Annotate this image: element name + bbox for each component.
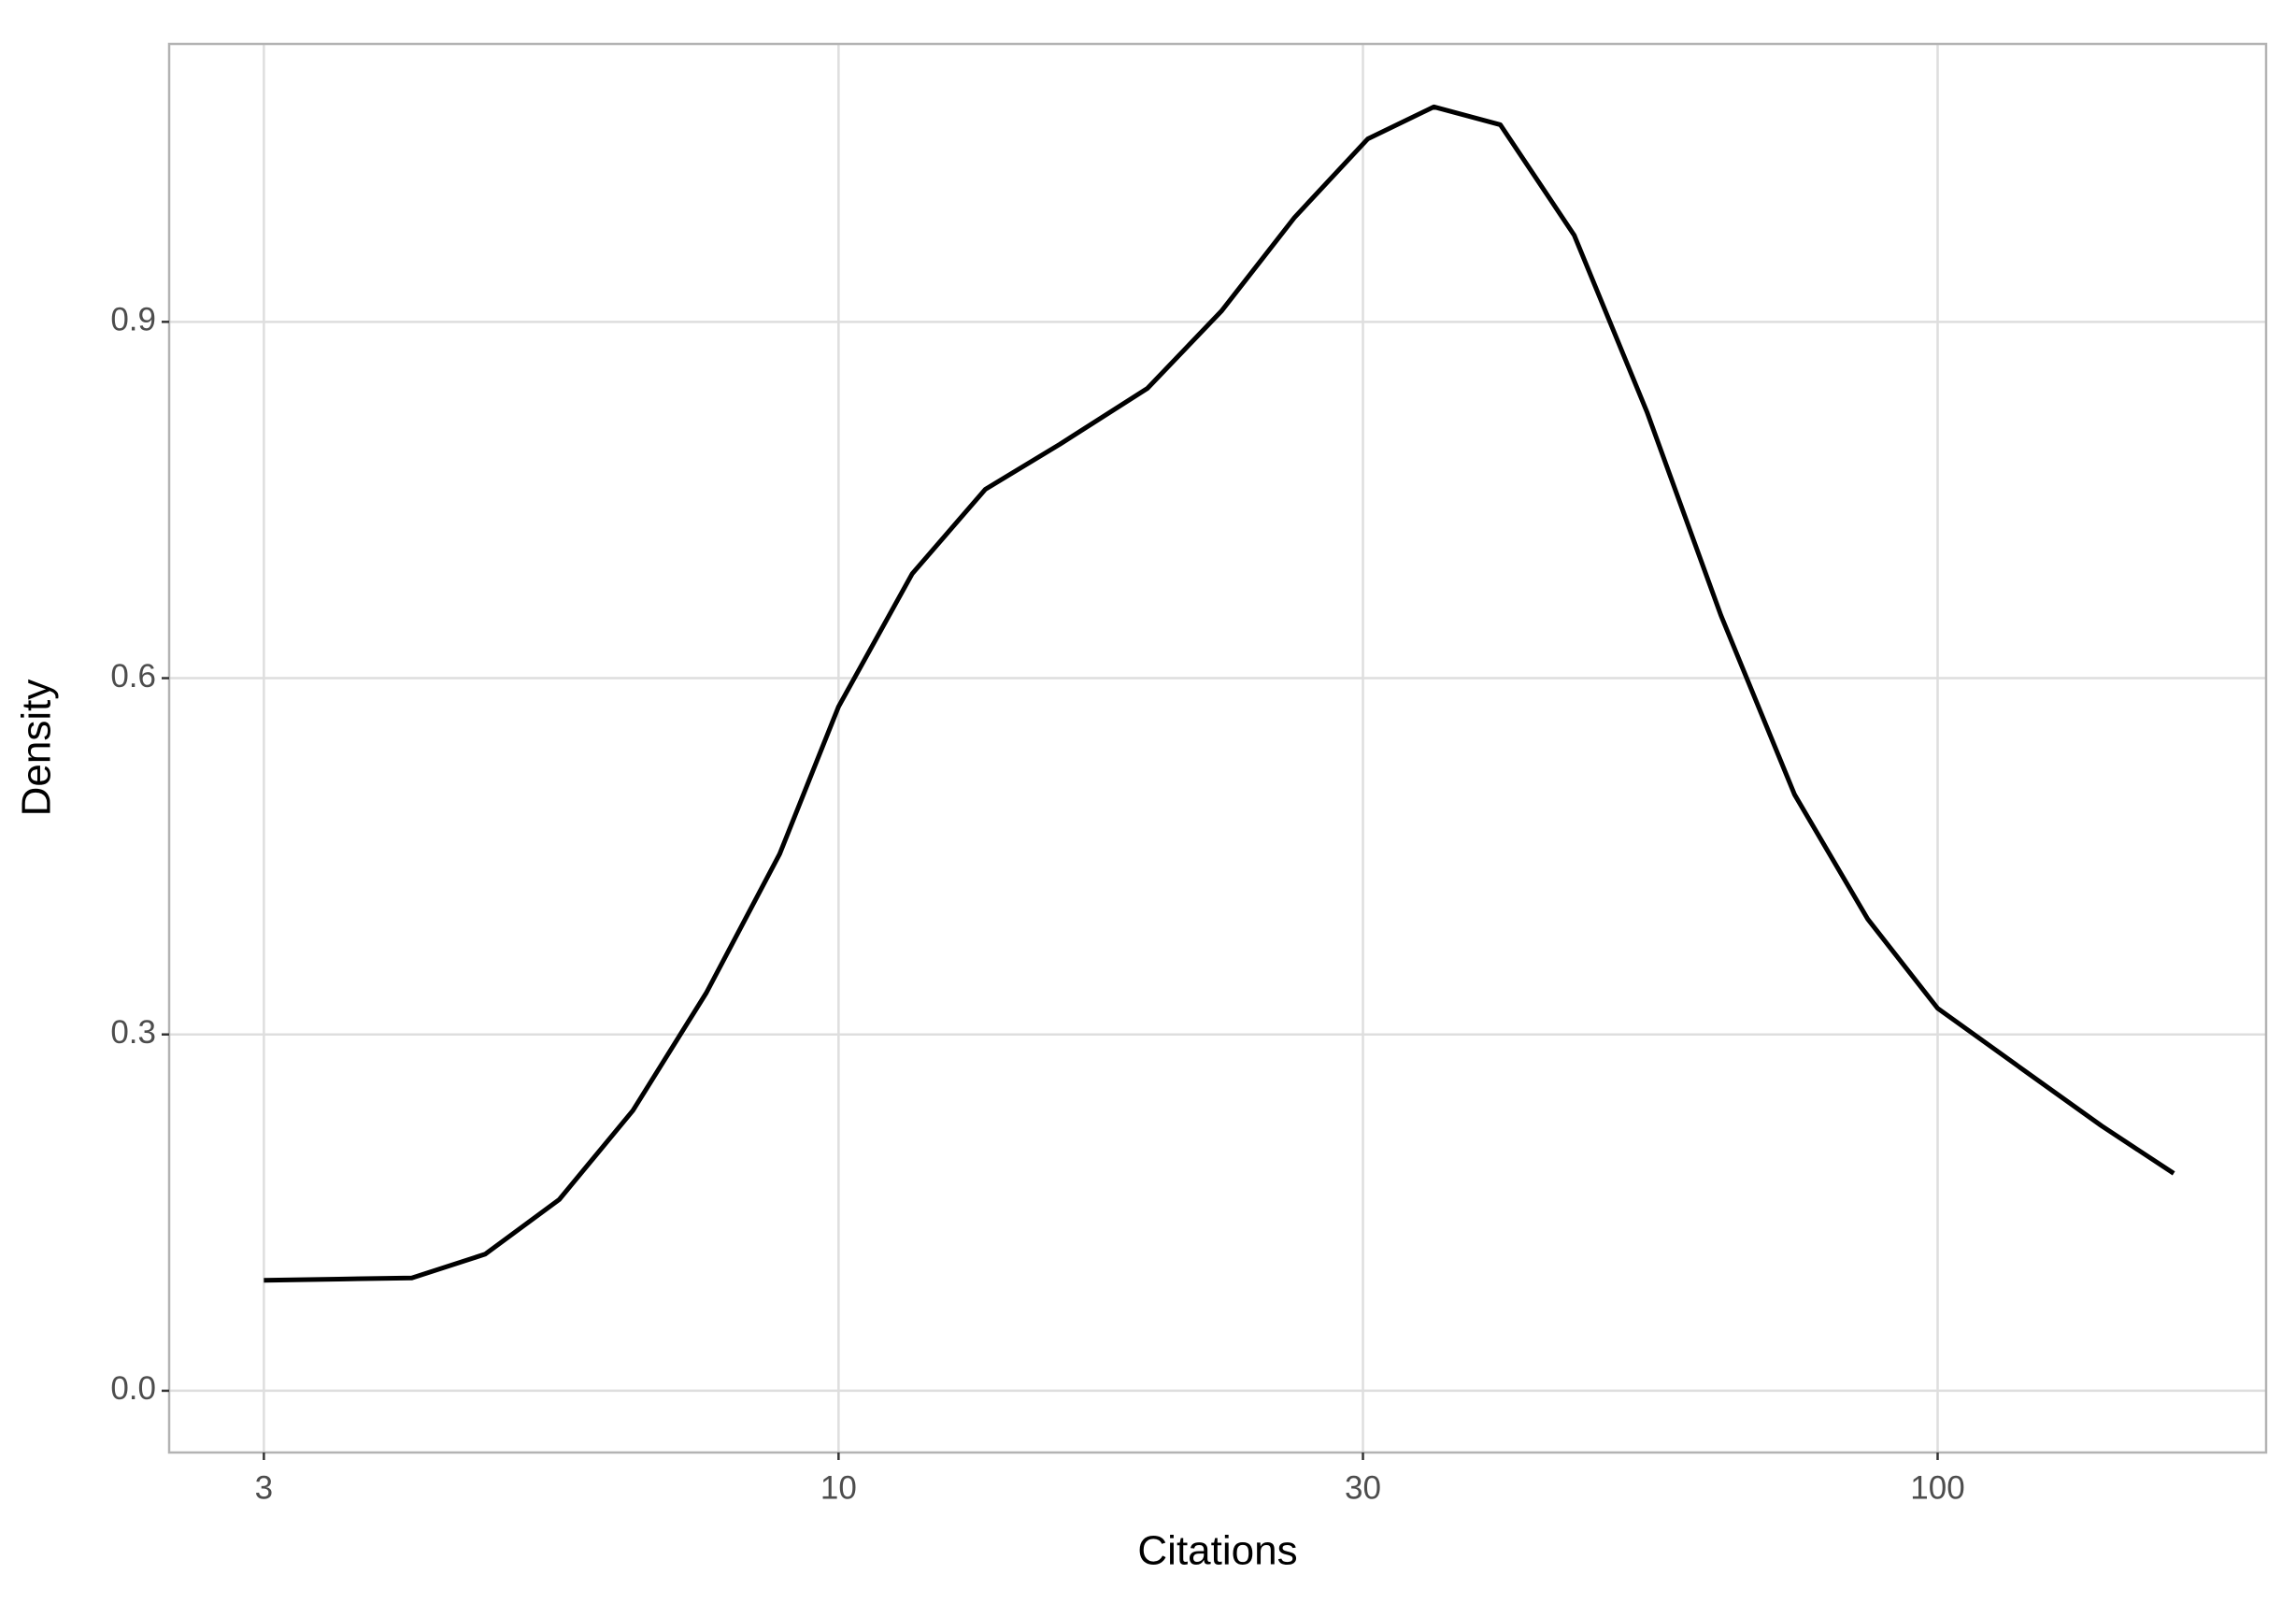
y-tick-label: 0.3 [110,1014,156,1051]
y-axis-title: Density [14,680,60,817]
y-tick-label: 0.9 [110,302,156,338]
x-tick-label: 30 [1345,1469,1381,1506]
y-tick-label: 0.6 [110,658,156,694]
x-axis-title: Citations [1137,1528,1297,1574]
grid [169,44,2266,1453]
density-line [264,104,2175,1283]
panel-border [167,42,2268,1454]
y-tick-label: 0.0 [110,1370,156,1407]
x-tick-label: 10 [820,1469,857,1506]
x-tick-label: 3 [255,1469,273,1506]
x-tick-label: 100 [1910,1469,1964,1506]
marks [264,104,2175,1283]
